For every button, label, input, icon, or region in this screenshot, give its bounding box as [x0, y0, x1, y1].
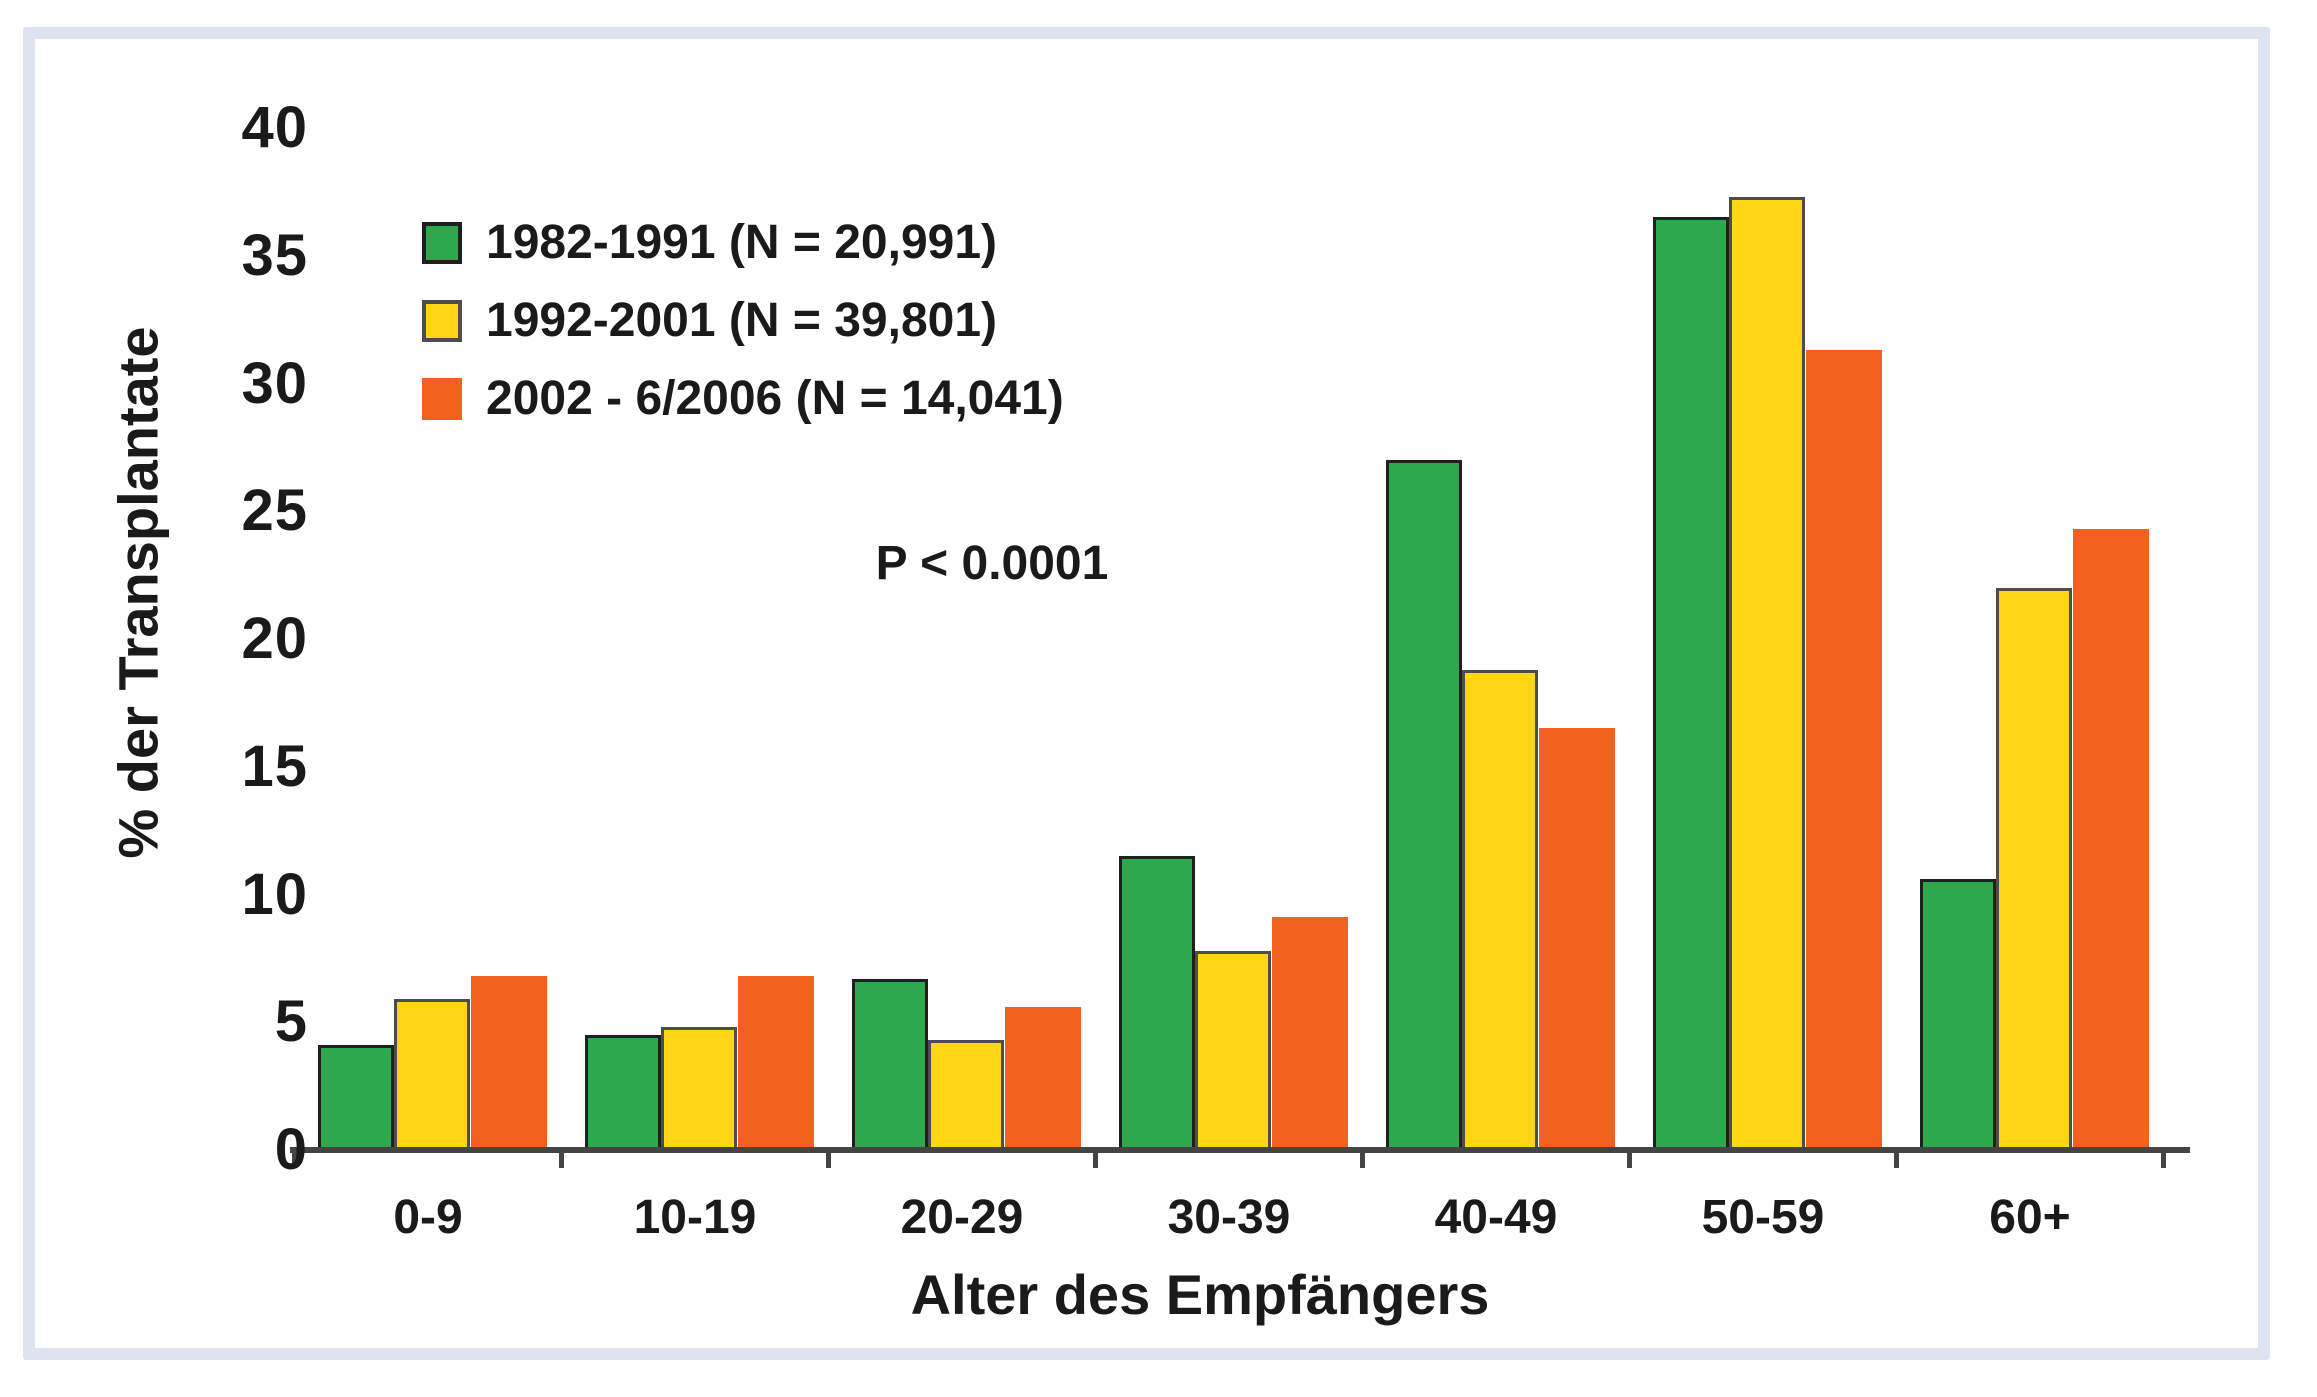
bar-1992-2001-60+ [1996, 588, 2072, 1150]
x-axis-tick [292, 1153, 297, 1168]
bar-2002-60+ [2073, 529, 2149, 1150]
y-tick-label-0: 0 [274, 1117, 308, 1182]
y-tick-label-40: 40 [241, 95, 308, 160]
bar-1992-2001-30-39 [1195, 951, 1271, 1150]
legend-swatch-1 [422, 222, 462, 264]
y-tick-label-15: 15 [241, 734, 308, 799]
bar-2002-30-39 [1272, 917, 1348, 1150]
bar-2002-50-59 [1806, 350, 1882, 1150]
x-axis-tick [2161, 1153, 2166, 1168]
bar-1982-1991-20-29 [852, 979, 928, 1150]
x-axis-title: Alter des Empfängers [910, 1263, 1490, 1326]
x-category-label-50-59: 50-59 [1701, 1191, 1825, 1244]
legend-swatch-2 [422, 300, 462, 342]
bar-1992-2001-0-9 [394, 999, 470, 1150]
bar-1992-2001-10-19 [661, 1027, 737, 1150]
bar-1992-2001-20-29 [928, 1040, 1004, 1150]
bar-2002-40-49 [1539, 728, 1615, 1150]
x-axis-tick [1360, 1153, 1365, 1168]
x-category-label-40-49: 40-49 [1434, 1191, 1558, 1244]
bar-1982-1991-40-49 [1386, 460, 1462, 1150]
bar-2002-20-29 [1005, 1007, 1081, 1150]
legend-label-2: 1992-2001 (N = 39,801) [486, 294, 998, 347]
bar-1982-1991-30-39 [1119, 856, 1195, 1150]
y-tick-label-25: 25 [241, 478, 308, 543]
bar-2002-0-9 [471, 976, 547, 1150]
y-tick-label-20: 20 [241, 606, 308, 671]
bar-1992-2001-40-49 [1462, 670, 1538, 1150]
y-tick-label-30: 30 [241, 351, 308, 416]
x-category-label-0-9: 0-9 [393, 1191, 463, 1244]
x-category-label-60+: 60+ [1989, 1191, 2071, 1244]
x-axis-tick [1093, 1153, 1098, 1168]
x-axis-tick [1894, 1153, 1899, 1168]
y-tick-label-5: 5 [274, 989, 308, 1054]
y-tick-label-10: 10 [241, 862, 308, 927]
bar-1992-2001-50-59 [1729, 197, 1805, 1150]
y-tick-label-35: 35 [241, 223, 308, 288]
x-axis-line [290, 1147, 2190, 1153]
x-category-label-20-29: 20-29 [900, 1191, 1024, 1244]
legend-label-3: 2002 - 6/2006 (N = 14,041) [486, 372, 1064, 425]
x-category-label-10-19: 10-19 [633, 1191, 757, 1244]
legend-label-1: 1982-1991 (N = 20,991) [486, 216, 998, 269]
p-value-annotation: P < 0.0001 [875, 537, 1109, 590]
x-axis-tick [559, 1153, 564, 1168]
x-axis-tick [826, 1153, 831, 1168]
legend-swatch-3 [422, 378, 462, 420]
bar-1982-1991-50-59 [1653, 217, 1729, 1150]
x-axis-tick [1627, 1153, 1632, 1168]
bar-1982-1991-60+ [1920, 879, 1996, 1150]
bar-1982-1991-10-19 [585, 1035, 661, 1150]
x-category-label-30-39: 30-39 [1167, 1191, 1291, 1244]
bar-1982-1991-0-9 [318, 1045, 394, 1150]
bar-2002-10-19 [738, 976, 814, 1150]
